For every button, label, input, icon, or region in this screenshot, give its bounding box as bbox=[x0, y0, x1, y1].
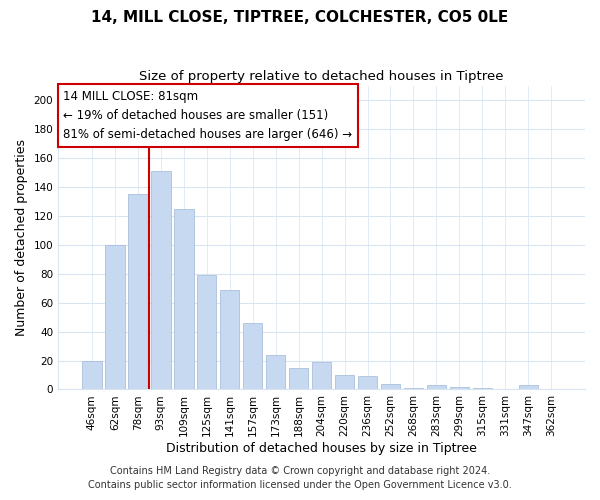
Bar bbox=[82, 360, 101, 390]
Title: Size of property relative to detached houses in Tiptree: Size of property relative to detached ho… bbox=[139, 70, 504, 83]
Bar bbox=[335, 375, 355, 390]
Text: Contains HM Land Registry data © Crown copyright and database right 2024.
Contai: Contains HM Land Registry data © Crown c… bbox=[88, 466, 512, 490]
Bar bbox=[518, 385, 538, 390]
Bar bbox=[289, 368, 308, 390]
Bar bbox=[220, 290, 239, 390]
Bar bbox=[358, 376, 377, 390]
Bar bbox=[174, 208, 194, 390]
Bar bbox=[197, 275, 217, 390]
Bar bbox=[449, 386, 469, 390]
Text: 14, MILL CLOSE, TIPTREE, COLCHESTER, CO5 0LE: 14, MILL CLOSE, TIPTREE, COLCHESTER, CO5… bbox=[91, 10, 509, 25]
Bar bbox=[243, 323, 262, 390]
Bar bbox=[404, 388, 423, 390]
Bar bbox=[105, 244, 125, 390]
Bar bbox=[427, 385, 446, 390]
Bar bbox=[473, 388, 492, 390]
Bar bbox=[128, 194, 148, 390]
Bar bbox=[151, 171, 170, 390]
Bar bbox=[381, 384, 400, 390]
Y-axis label: Number of detached properties: Number of detached properties bbox=[15, 139, 28, 336]
Text: 14 MILL CLOSE: 81sqm
← 19% of detached houses are smaller (151)
81% of semi-deta: 14 MILL CLOSE: 81sqm ← 19% of detached h… bbox=[64, 90, 353, 141]
Bar bbox=[266, 354, 286, 390]
Bar bbox=[312, 362, 331, 390]
X-axis label: Distribution of detached houses by size in Tiptree: Distribution of detached houses by size … bbox=[166, 442, 477, 455]
